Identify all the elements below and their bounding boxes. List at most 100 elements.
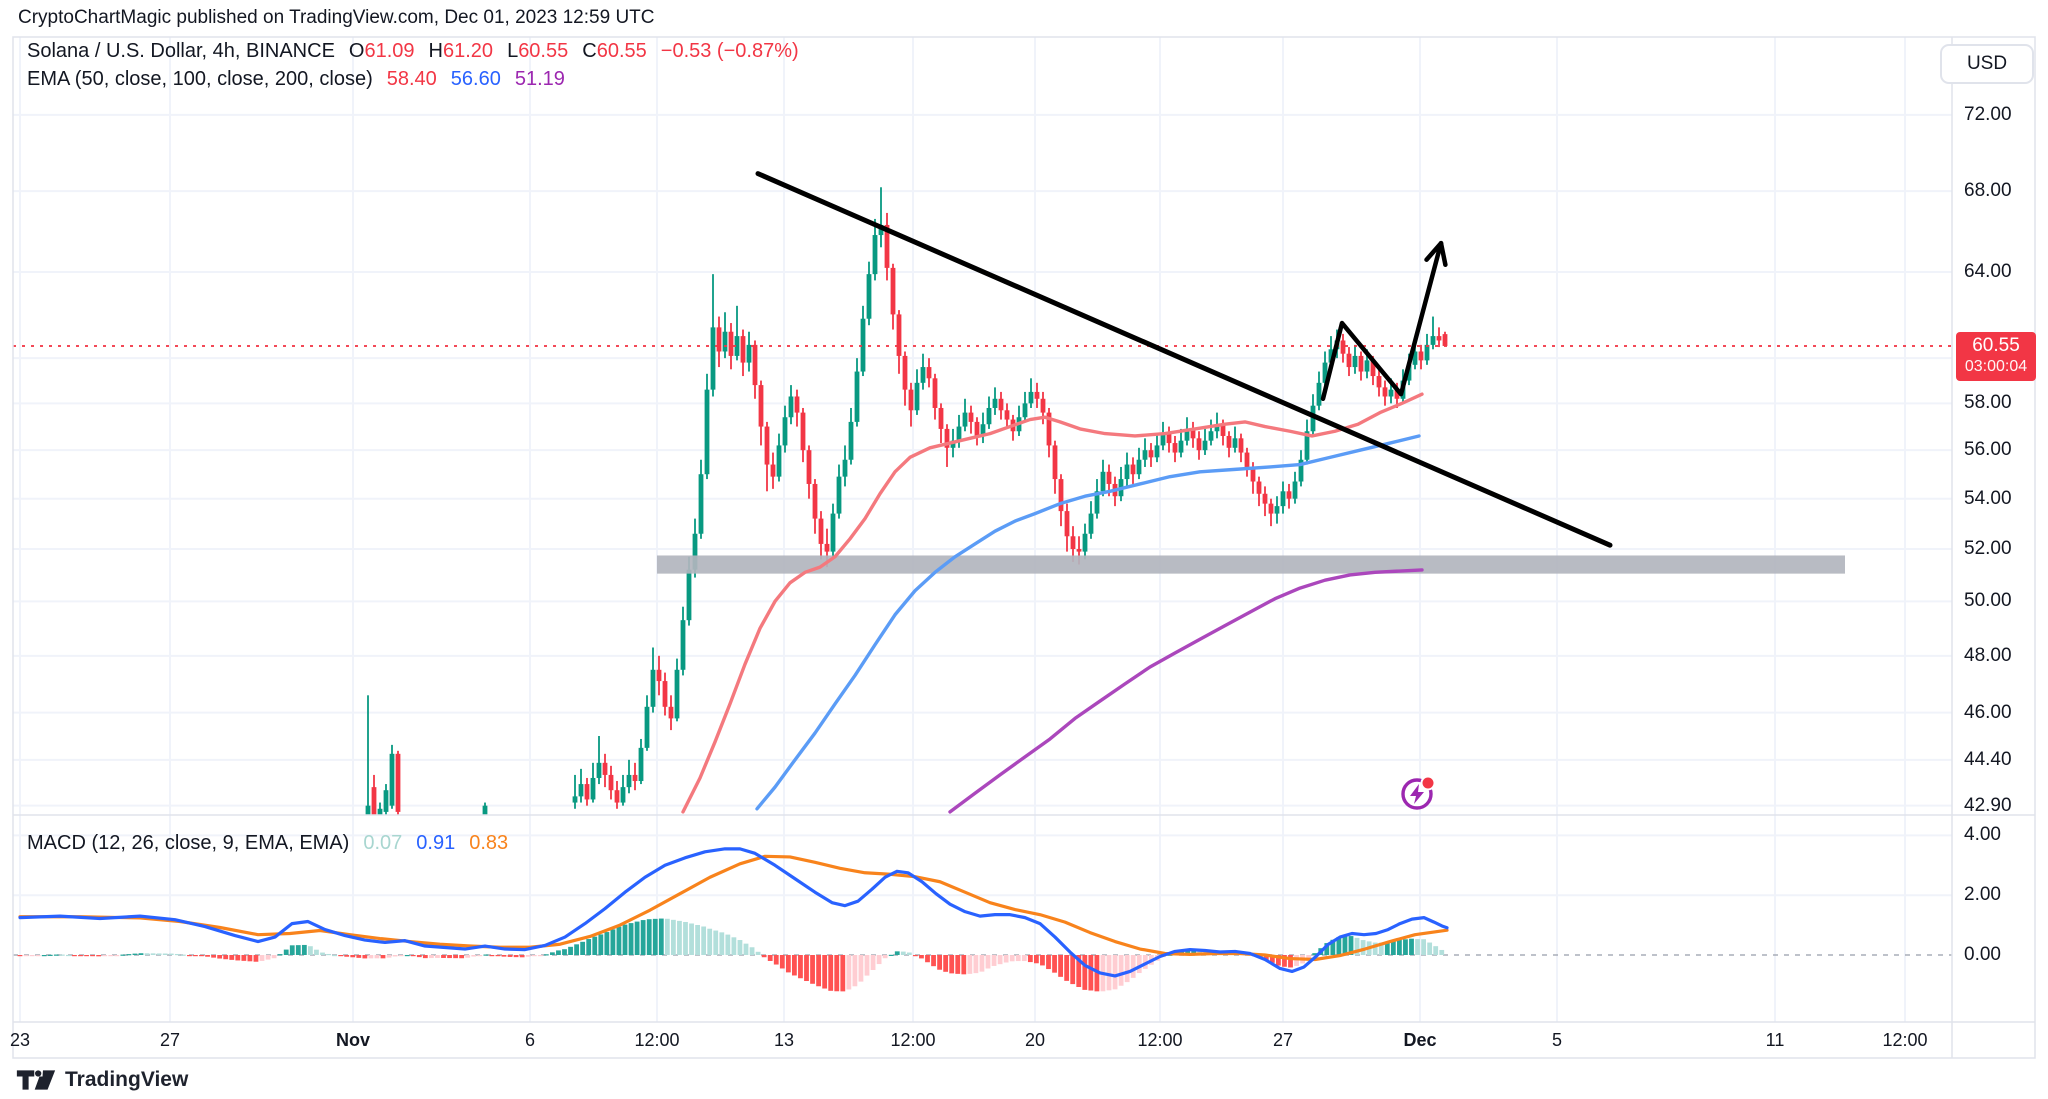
- time-axis-label: 20: [1024, 1030, 1046, 1050]
- macd-histogram-bar: [66, 954, 71, 957]
- ohlc-item: O61.09: [348, 40, 415, 62]
- macd-histogram-bar: [1040, 955, 1045, 966]
- candle-body: [1370, 360, 1376, 377]
- candle-body: [770, 464, 776, 477]
- candle-body: [389, 753, 395, 806]
- candles-layer: [365, 187, 1448, 815]
- candle-body: [1046, 412, 1052, 446]
- macd-histogram-bar: [840, 955, 846, 992]
- vertical-gridlines: [19, 37, 1906, 1022]
- candle-body: [896, 314, 902, 356]
- macd-histogram-bar: [689, 923, 694, 955]
- macd-histogram-bar: [241, 955, 247, 961]
- candle-body: [650, 669, 656, 707]
- macd-histogram-bar: [798, 955, 803, 979]
- macd-histogram-bar: [1142, 955, 1148, 969]
- macd-legend-label[interactable]: MACD (12, 26, close, 9, EMA, EMA): [27, 832, 350, 854]
- macd-histogram-bar: [507, 955, 513, 957]
- candle-body: [1148, 450, 1154, 458]
- candle-body: [632, 774, 638, 782]
- candle-body: [1292, 481, 1298, 499]
- macd-histogram-bar: [525, 955, 531, 957]
- candle-body: [1022, 403, 1028, 418]
- macd-histogram-bar: [574, 944, 579, 955]
- candle-body: [1268, 503, 1274, 514]
- candle-body: [578, 784, 584, 797]
- candle-body: [1226, 435, 1232, 448]
- candle-body: [1442, 334, 1448, 346]
- macd-histogram-bar: [701, 926, 707, 955]
- macd-histogram-bar: [1415, 939, 1420, 955]
- macd-histogram-bar: [47, 954, 53, 956]
- macd-histogram-bar: [501, 955, 507, 957]
- macd-histogram-bar: [29, 955, 35, 957]
- macd-histogram-bar: [1076, 955, 1082, 987]
- candle-body: [1394, 389, 1400, 399]
- ema-values: 58.40 56.60 51.19: [373, 68, 565, 90]
- macd-histogram-bar: [828, 955, 834, 991]
- candle-body: [1304, 431, 1310, 460]
- candle-body: [746, 344, 752, 363]
- macd-histogram-bar: [259, 955, 265, 961]
- candle-body: [998, 398, 1004, 411]
- candle-body: [836, 476, 842, 514]
- candle-body: [1124, 464, 1130, 480]
- candle-body: [824, 543, 830, 552]
- candle-body: [626, 774, 632, 788]
- macd-histogram-bar: [187, 955, 192, 957]
- macd-histogram-bar: [1282, 955, 1287, 967]
- macd-histogram-bar: [1052, 955, 1057, 973]
- macd-histogram-bar: [229, 955, 235, 960]
- candle-body: [1136, 459, 1142, 475]
- candle-body: [602, 762, 608, 775]
- macd-histogram-bar: [156, 953, 162, 955]
- attribution-text: CryptoChartMagic published on TradingVie…: [18, 7, 655, 28]
- macd-histogram-bar: [150, 953, 156, 955]
- macd-histogram-bar: [398, 955, 404, 957]
- candle-body: [734, 336, 740, 356]
- change-value: −0.53 (−0.87%): [660, 40, 799, 62]
- macd-histogram-bar: [743, 943, 749, 955]
- flash-idea-icon[interactable]: [1401, 775, 1436, 810]
- macd-histogram-bar: [737, 940, 743, 955]
- candle-body: [1070, 536, 1076, 550]
- candle-body: [782, 417, 788, 446]
- macd-histogram-bar: [1348, 936, 1354, 955]
- macd-histogram-bar: [1397, 939, 1402, 955]
- macd-histogram-bar: [120, 954, 126, 956]
- price-gridlines: [13, 113, 1952, 807]
- macd-histogram-bar: [961, 955, 967, 975]
- ohlc-values: O61.09 H61.20 L60.55 C60.55: [335, 40, 647, 62]
- candle-body: [1256, 481, 1262, 494]
- macd-histogram-bar: [731, 937, 737, 955]
- macd-histogram-bar: [773, 955, 779, 965]
- candle-body: [1418, 351, 1424, 361]
- macd-histogram-bar: [332, 954, 337, 957]
- macd-histogram-bar: [108, 955, 114, 957]
- macd-histogram-bar: [967, 955, 973, 974]
- candle-body: [1346, 353, 1352, 368]
- currency-toggle-button[interactable]: USD: [1940, 44, 2034, 84]
- macd-histogram-bar: [211, 955, 216, 958]
- macd-histogram-bar: [429, 955, 434, 959]
- arrowhead: [1424, 240, 1444, 262]
- macd-histogram-bar: [247, 955, 253, 962]
- macd-histogram-bar: [205, 955, 210, 957]
- candle-body: [1004, 410, 1010, 420]
- macd-histogram-bar: [719, 932, 725, 955]
- macd-histogram-bar: [1433, 946, 1439, 955]
- symbol-title[interactable]: Solana / U.S. Dollar, 4h, BINANCE: [27, 40, 335, 62]
- macd-histogram-bar: [1027, 955, 1033, 963]
- ema-legend-label[interactable]: EMA (50, close, 100, close, 200, close): [27, 68, 373, 90]
- macd-histogram-bar: [441, 955, 446, 958]
- price-axis-label: 56.00: [1964, 439, 2012, 461]
- tradingview-logo[interactable]: TradingView: [16, 1066, 188, 1094]
- candle-body: [914, 382, 920, 411]
- macd-histogram-bar: [368, 955, 374, 959]
- time-axis-label: 12:00: [1137, 1030, 1183, 1050]
- macd-histogram-bar: [283, 949, 289, 955]
- candle-body: [1328, 349, 1334, 363]
- macd-histogram-bar: [356, 955, 362, 958]
- macd-histogram-bar: [955, 955, 961, 974]
